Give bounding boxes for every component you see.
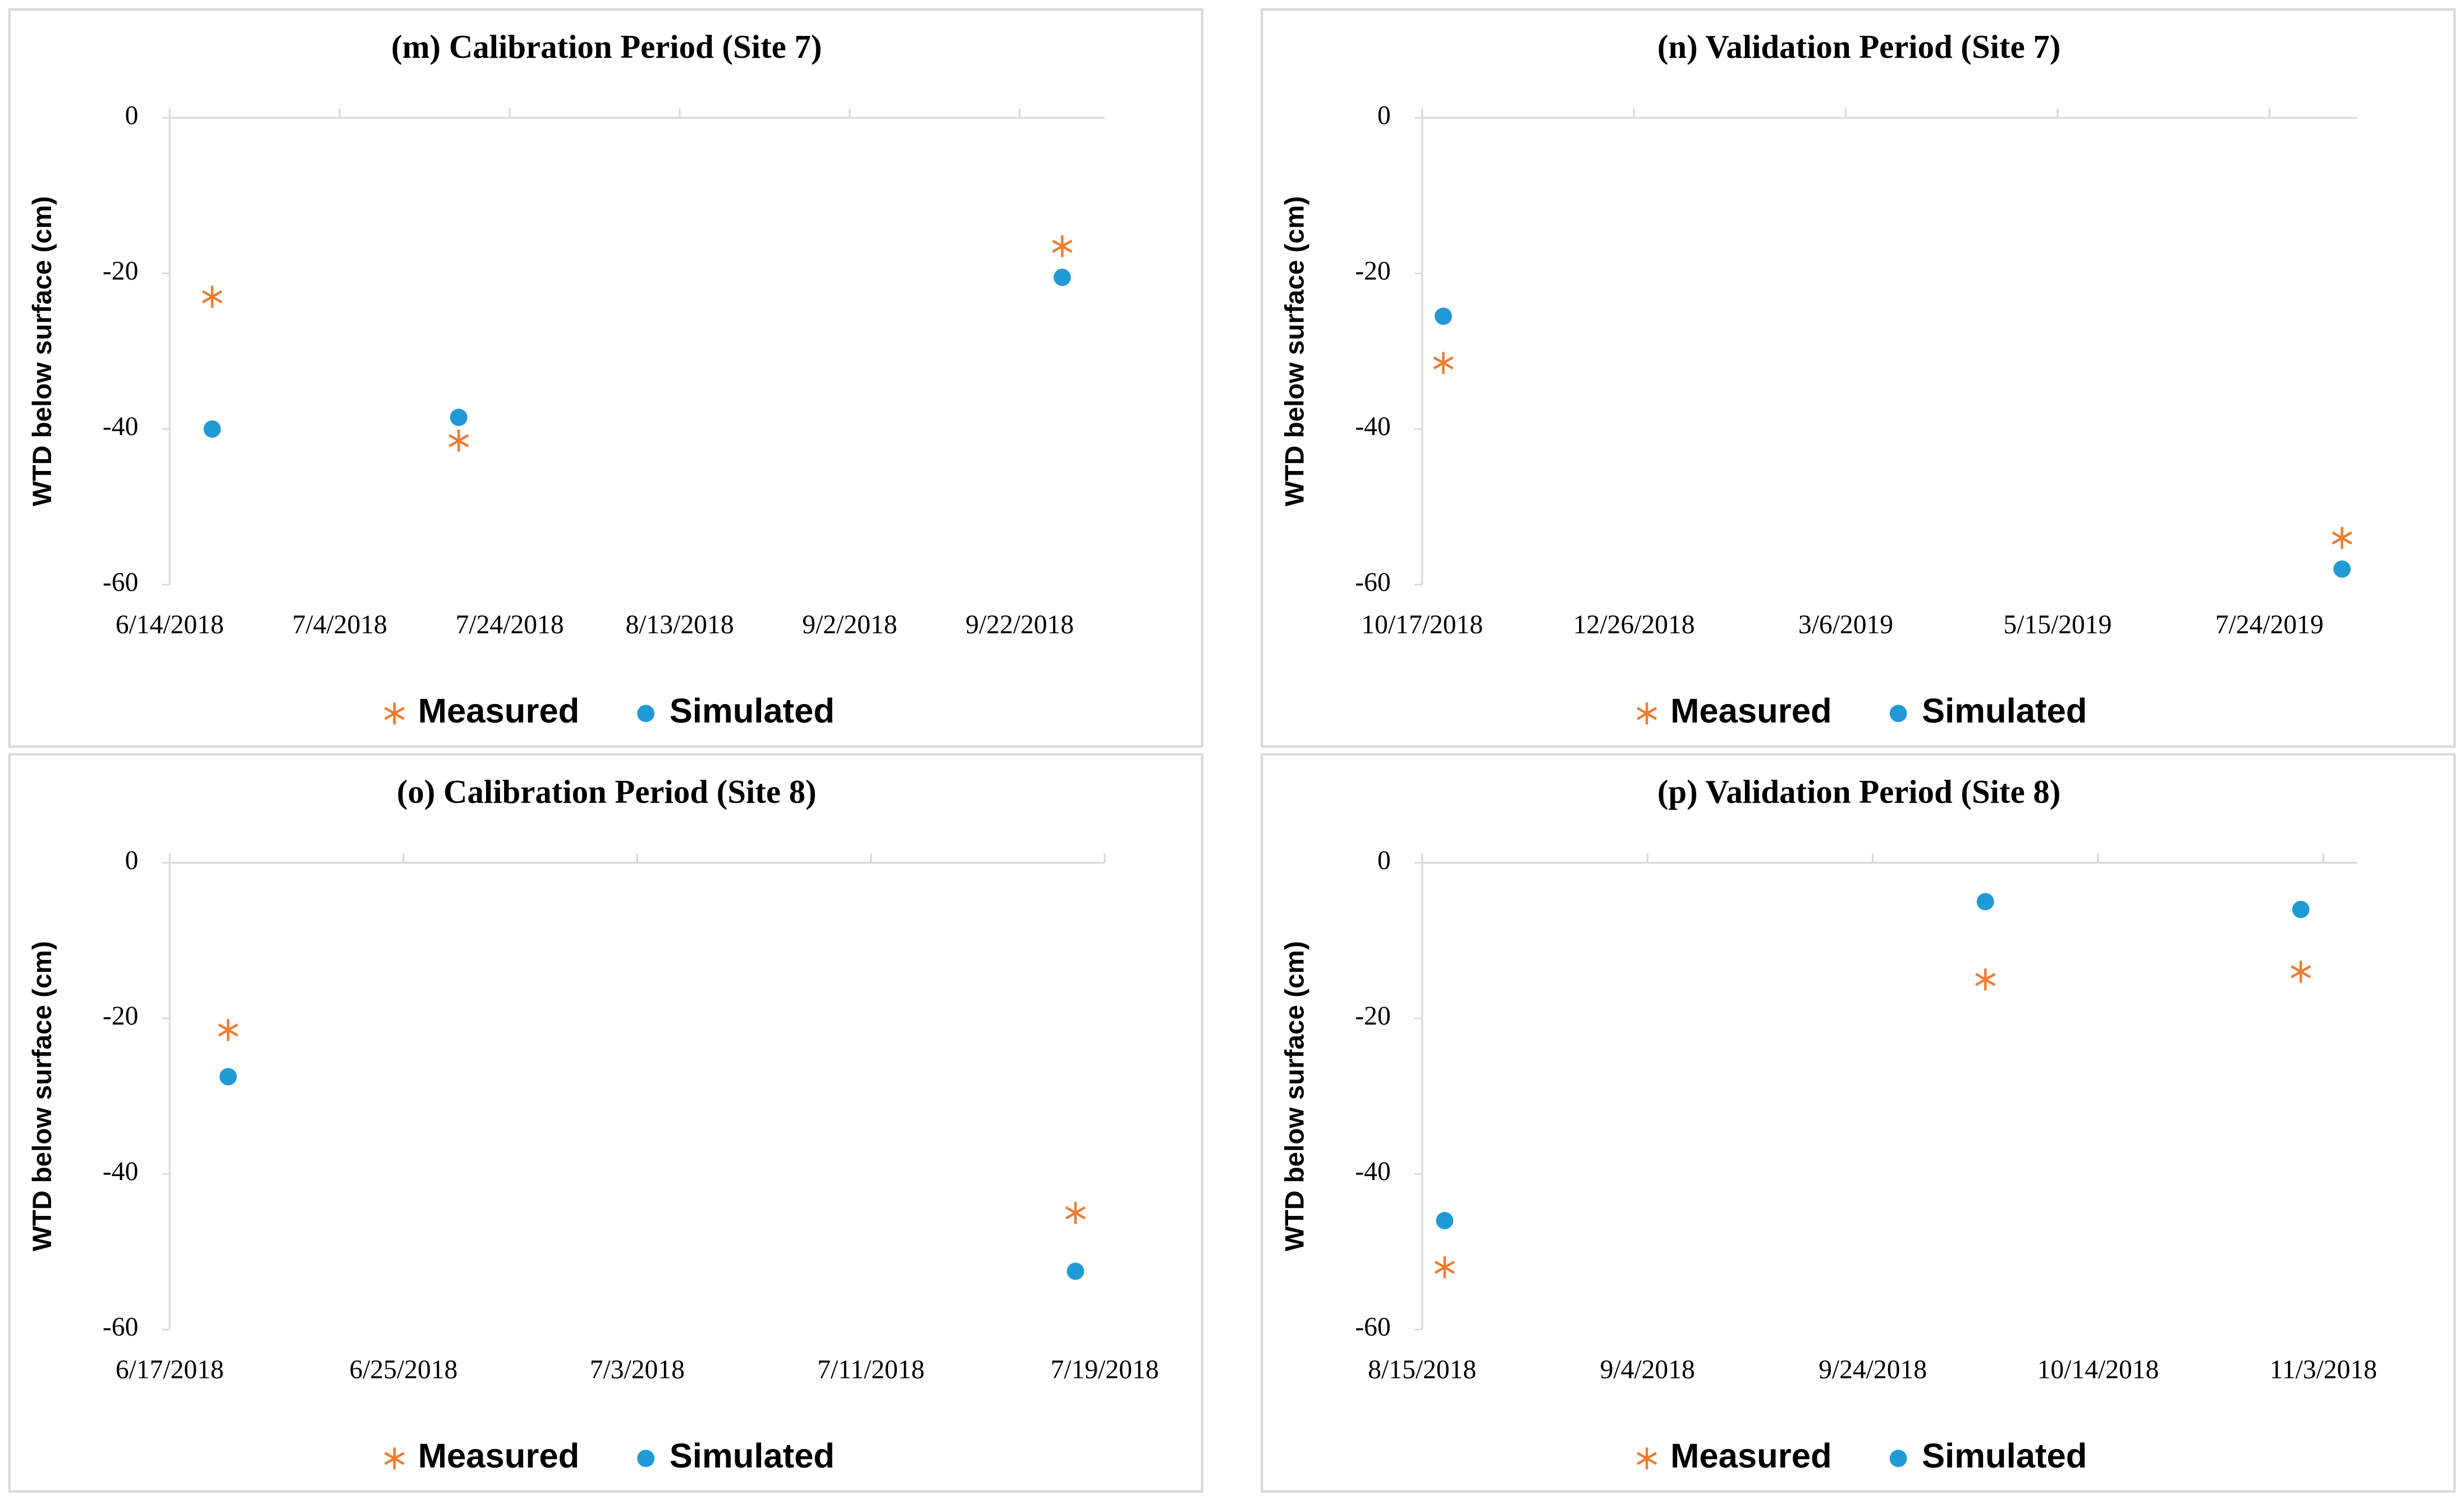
x-tick-label: 8/15/2018 [1368, 1355, 1476, 1384]
chart-title: (o) Calibration Period (Site 8) [397, 774, 817, 810]
marker [203, 420, 221, 438]
x-tick-label: 7/3/2018 [590, 1355, 685, 1384]
y-tick-label: -20 [1355, 1002, 1390, 1031]
legend-marker [637, 1450, 655, 1468]
marker [450, 409, 468, 426]
legend-marker [1889, 705, 1907, 723]
marker [1436, 1212, 1454, 1229]
x-tick-label: 8/13/2018 [626, 610, 734, 639]
marker [1976, 893, 1994, 911]
x-tick-label: 7/4/2018 [292, 610, 387, 639]
y-axis-label: WTD below surface (cm) [28, 196, 57, 506]
y-tick-label: -40 [1355, 412, 1390, 441]
legend-label: Measured [418, 1437, 580, 1475]
x-tick-label: 10/17/2018 [1361, 610, 1483, 639]
y-tick-label: 0 [125, 846, 139, 875]
legend-label: Simulated [670, 1437, 835, 1475]
chart-title: (p) Validation Period (Site 8) [1657, 774, 2061, 810]
y-tick-label: -40 [1355, 1157, 1390, 1186]
x-tick-label: 3/6/2019 [1798, 610, 1893, 639]
marker [2333, 560, 2351, 578]
chart-title: (m) Calibration Period (Site 7) [391, 29, 822, 65]
chart-title: (n) Validation Period (Site 7) [1657, 29, 2061, 65]
legend-marker [1636, 1447, 1657, 1470]
y-tick-label: -40 [103, 412, 138, 441]
legend-marker [1889, 1450, 1907, 1468]
legend-label: Simulated [1922, 692, 2087, 730]
marker [2332, 527, 2352, 549]
marker [1434, 1256, 1455, 1279]
legend-label: Measured [418, 692, 580, 730]
marker [2291, 961, 2311, 983]
panel-frame [1261, 8, 2456, 748]
panel-frame [1261, 753, 2456, 1493]
y-axis-label: WTD below surface (cm) [1280, 196, 1309, 506]
y-tick-label: 0 [1377, 101, 1391, 130]
legend-marker [384, 1447, 405, 1470]
x-tick-label: 5/15/2019 [2003, 610, 2112, 639]
legend-label: Simulated [1922, 1437, 2087, 1475]
y-tick-label: -60 [1355, 568, 1390, 597]
marker [448, 429, 469, 452]
y-tick-label: -40 [103, 1157, 138, 1186]
y-tick-label: 0 [125, 101, 139, 130]
y-tick-label: 0 [1377, 846, 1391, 875]
x-tick-label: 11/3/2018 [2270, 1355, 2377, 1384]
x-tick-label: 9/2/2018 [802, 610, 897, 639]
panel-frame [8, 8, 1203, 748]
x-tick-label: 9/22/2018 [965, 610, 1074, 639]
y-tick-label: -20 [103, 1002, 138, 1031]
marker [1054, 268, 1071, 286]
x-tick-label: 7/19/2018 [1051, 1355, 1159, 1384]
x-tick-label: 7/24/2018 [456, 610, 564, 639]
marker [1435, 307, 1452, 325]
panel-frame [8, 753, 1203, 1493]
x-tick-label: 9/24/2018 [1819, 1355, 1927, 1384]
marker [1052, 235, 1073, 258]
y-tick-label: -60 [1355, 1313, 1390, 1342]
marker [219, 1068, 237, 1086]
legend-marker [1636, 702, 1657, 725]
y-tick-label: -60 [103, 568, 138, 597]
y-tick-label: -60 [103, 1313, 138, 1342]
x-tick-label: 6/25/2018 [349, 1355, 457, 1384]
legend-label: Measured [1670, 692, 1832, 730]
x-tick-label: 6/14/2018 [116, 610, 224, 639]
marker [218, 1019, 239, 1041]
marker [1066, 1262, 1084, 1280]
marker [1433, 351, 1454, 374]
legend-marker [384, 702, 405, 725]
x-tick-label: 10/14/2018 [2037, 1355, 2159, 1384]
x-tick-label: 6/17/2018 [116, 1355, 224, 1384]
y-tick-label: -20 [103, 257, 138, 286]
marker [1975, 968, 1996, 991]
marker [201, 286, 223, 308]
legend-marker [637, 705, 655, 723]
x-tick-label: 7/11/2018 [817, 1355, 924, 1384]
y-axis-label: WTD below surface (cm) [1280, 941, 1309, 1251]
x-tick-label: 9/4/2018 [1600, 1355, 1695, 1384]
marker [1065, 1201, 1086, 1224]
x-tick-label: 7/24/2019 [2215, 610, 2324, 639]
y-axis-label: WTD below surface (cm) [28, 941, 57, 1251]
legend-label: Measured [1670, 1437, 1832, 1475]
x-tick-label: 12/26/2018 [1573, 610, 1695, 639]
y-tick-label: -20 [1355, 257, 1390, 286]
legend-label: Simulated [670, 692, 835, 730]
marker [2292, 900, 2310, 918]
